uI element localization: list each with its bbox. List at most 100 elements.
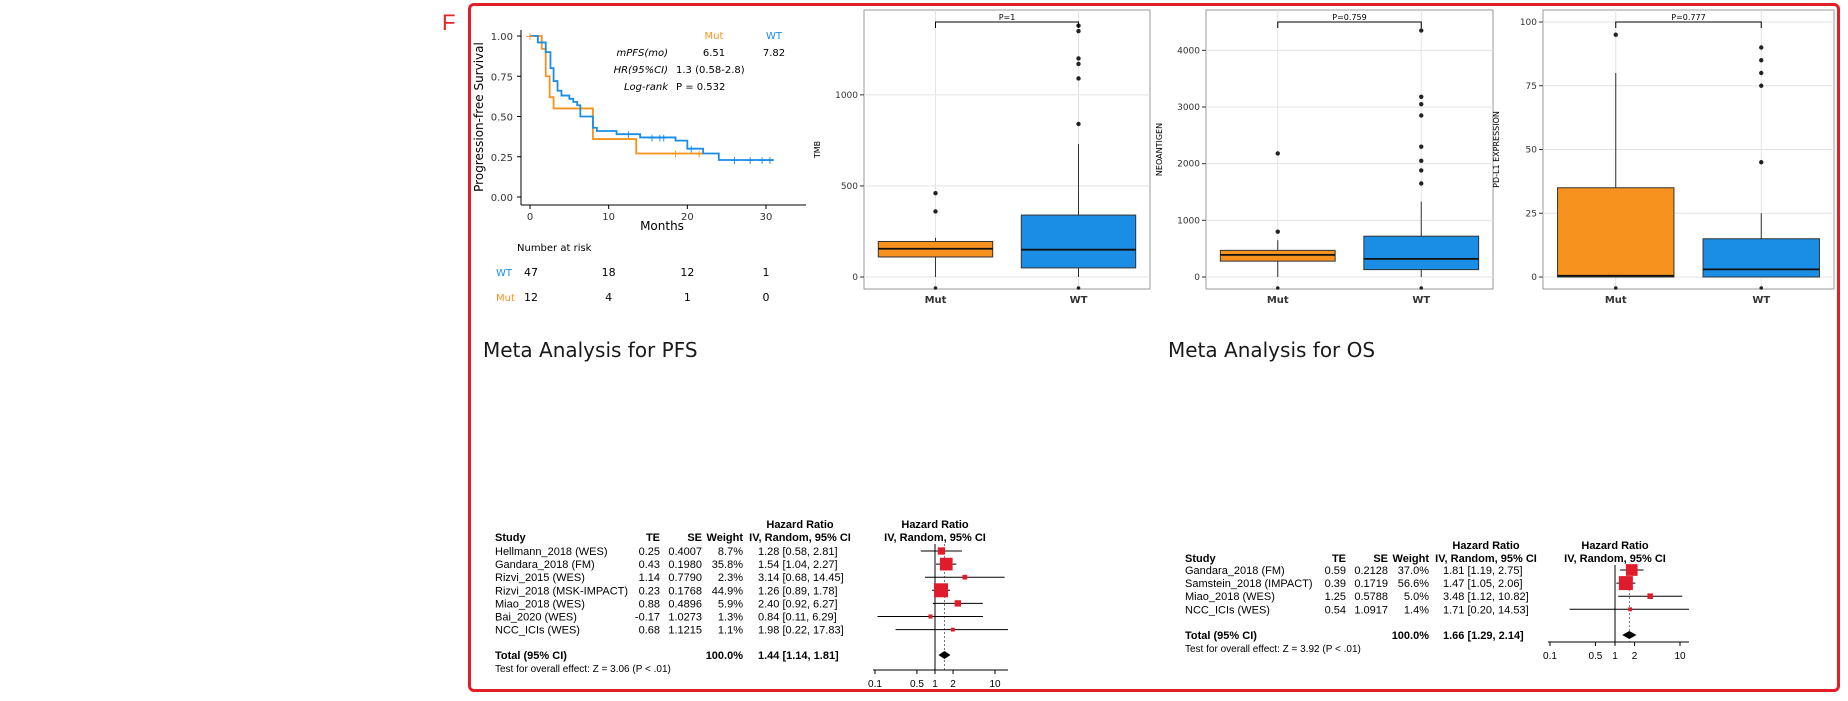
box-outlier bbox=[1419, 144, 1424, 149]
forest-header-ci: IV, Random, 95% CI bbox=[749, 532, 851, 544]
box-wt bbox=[1702, 238, 1820, 278]
risk-count: 47 bbox=[524, 266, 538, 279]
km-x-tick-label: 0 bbox=[527, 212, 533, 223]
km-stat-label: HR(95%CI) bbox=[614, 65, 668, 76]
box-p-value: P=0.759 bbox=[1332, 13, 1366, 22]
box-y-label: NEOANTIGEN bbox=[1155, 123, 1164, 176]
forest-study-name: Samstein_2018 (IMPACT) bbox=[1185, 578, 1313, 590]
forest-study-name: NCC_ICIs (WES) bbox=[1185, 604, 1270, 616]
km-y-tick-label: 0.75 bbox=[491, 72, 513, 83]
forest-weight: 37.0% bbox=[1398, 565, 1429, 577]
forest-x-tick-label: 0.5 bbox=[1588, 651, 1602, 662]
forest-study-name: Gandara_2018 (FM) bbox=[1185, 565, 1285, 577]
forest-x-tick-label: 0.1 bbox=[1543, 651, 1557, 662]
km-censor-mark: + bbox=[695, 148, 704, 161]
forest-header-hr: Hazard Ratio bbox=[766, 519, 834, 531]
forest-te: 0.39 bbox=[1325, 578, 1346, 590]
os-forest-plot: Hazard Ratio Hazard Ratio Study TE SE Weight I… bbox=[1185, 540, 1689, 662]
forest-diamond bbox=[1622, 631, 1637, 639]
forest-ci-text: 1.26 [0.89, 1.78] bbox=[758, 585, 838, 597]
forest-weight: 1.4% bbox=[1404, 604, 1429, 616]
forest-test-text: Test for overall effect: Z = 3.92 (P < .… bbox=[1185, 644, 1361, 655]
box-min-point bbox=[1076, 286, 1081, 290]
box-outlier bbox=[1419, 28, 1424, 33]
forest-weight: 44.9% bbox=[712, 585, 743, 597]
box-outlier bbox=[1076, 76, 1081, 81]
km-censor-mark: + bbox=[687, 143, 696, 156]
box-outlier bbox=[1076, 61, 1081, 67]
risk-count: 12 bbox=[524, 291, 538, 304]
km-censor-mark: + bbox=[655, 131, 664, 144]
forest-se: 0.2128 bbox=[1354, 565, 1388, 577]
forest-header-study: Study bbox=[1185, 553, 1216, 565]
forest-square bbox=[934, 583, 949, 598]
forest-se: 1.1215 bbox=[668, 625, 702, 637]
forest-weight: 1.3% bbox=[718, 612, 743, 624]
box-y-tick-label: 2000 bbox=[1177, 160, 1200, 170]
box-min-point bbox=[1613, 286, 1618, 290]
box-outlier bbox=[933, 191, 938, 196]
risk-count: 1 bbox=[763, 266, 770, 279]
box-y-label: TMB bbox=[813, 141, 822, 159]
forest-square bbox=[1628, 607, 1633, 612]
forest-weight: 5.9% bbox=[718, 598, 743, 610]
forest-x-tick-label: 10 bbox=[989, 679, 1001, 690]
forest-total-label: Total (95% CI) bbox=[1185, 630, 1257, 642]
km-curve-mut bbox=[530, 35, 704, 155]
forest-se: 1.0273 bbox=[668, 612, 702, 624]
forest-header-se: SE bbox=[687, 532, 702, 544]
figure-frame bbox=[468, 3, 1840, 692]
forest-header-ci-plot: IV, Random, 95% CI bbox=[884, 532, 986, 544]
forest-square bbox=[939, 557, 953, 571]
km-curve-wt bbox=[530, 35, 774, 161]
forest-x-tick-label: 10 bbox=[1674, 651, 1686, 662]
forest-header-hr-plot: Hazard Ratio bbox=[901, 519, 969, 531]
box-x-label: Mut bbox=[1605, 295, 1627, 306]
box-y-tick-label: 100 bbox=[1520, 18, 1537, 28]
km-stat-value: P = 0.532 bbox=[676, 82, 725, 93]
box-y-tick-label: 1000 bbox=[1177, 216, 1200, 226]
forest-te: 0.43 bbox=[639, 559, 660, 571]
box-y-tick-label: 3000 bbox=[1177, 103, 1200, 113]
km-y-tick-label: 0.00 bbox=[491, 193, 513, 204]
forest-study-name: NCC_ICIs (WES) bbox=[495, 625, 580, 637]
forest-square bbox=[954, 600, 961, 607]
risk-count: 18 bbox=[602, 266, 616, 279]
box-outlier bbox=[1759, 83, 1764, 88]
forest-square bbox=[950, 627, 955, 632]
box-y-tick-label: 1000 bbox=[835, 91, 858, 101]
km-censor-mark: + bbox=[659, 131, 668, 144]
box-outlier bbox=[1419, 94, 1424, 100]
forest-ci-text: 2.40 [0.92, 6.27] bbox=[758, 598, 838, 610]
forest-header-ci-plot: IV, Random, 95% CI bbox=[1564, 553, 1666, 565]
forest-ci-text: 1.81 [1.19, 2.75] bbox=[1443, 565, 1523, 577]
risk-count: 1 bbox=[684, 291, 691, 304]
box-outlier bbox=[1076, 56, 1081, 61]
box-y-tick-label: 0 bbox=[1194, 273, 1200, 283]
box-y-tick-label: 0 bbox=[1531, 273, 1537, 283]
km-legend-wt: WT bbox=[766, 31, 783, 42]
km-stat-label: mPFS(mo) bbox=[616, 48, 668, 59]
risk-count: 4 bbox=[605, 291, 612, 304]
forest-se: 0.7790 bbox=[668, 572, 702, 584]
box-outlier bbox=[1613, 32, 1618, 37]
forest-ci-text: 1.71 [0.20, 14.53] bbox=[1443, 604, 1529, 616]
forest-header-study: Study bbox=[495, 532, 526, 544]
forest-ci-text: 3.14 [0.68, 14.45] bbox=[758, 572, 844, 584]
box-y-tick-label: 500 bbox=[841, 182, 858, 192]
box-p-value: P=1 bbox=[999, 13, 1016, 22]
forest-study-name: Miao_2018 (WES) bbox=[495, 598, 585, 610]
box-wt bbox=[1020, 214, 1137, 269]
forest-study-name: Hellmann_2018 (WES) bbox=[495, 546, 608, 558]
forest-weight: 2.3% bbox=[718, 572, 743, 584]
forest-study-name: Rizvi_2018 (MSK-IMPACT) bbox=[495, 585, 628, 597]
forest-se: 0.1719 bbox=[1354, 578, 1388, 590]
box-sig-bracket bbox=[935, 21, 1079, 28]
km-y-tick-label: 0.25 bbox=[491, 153, 513, 164]
box-mut bbox=[1557, 187, 1675, 278]
box-x-label: WT bbox=[1070, 295, 1088, 306]
km-censor-mark: + bbox=[624, 128, 633, 141]
forest-se: 0.5788 bbox=[1354, 591, 1388, 603]
box-outlier bbox=[1275, 229, 1280, 234]
